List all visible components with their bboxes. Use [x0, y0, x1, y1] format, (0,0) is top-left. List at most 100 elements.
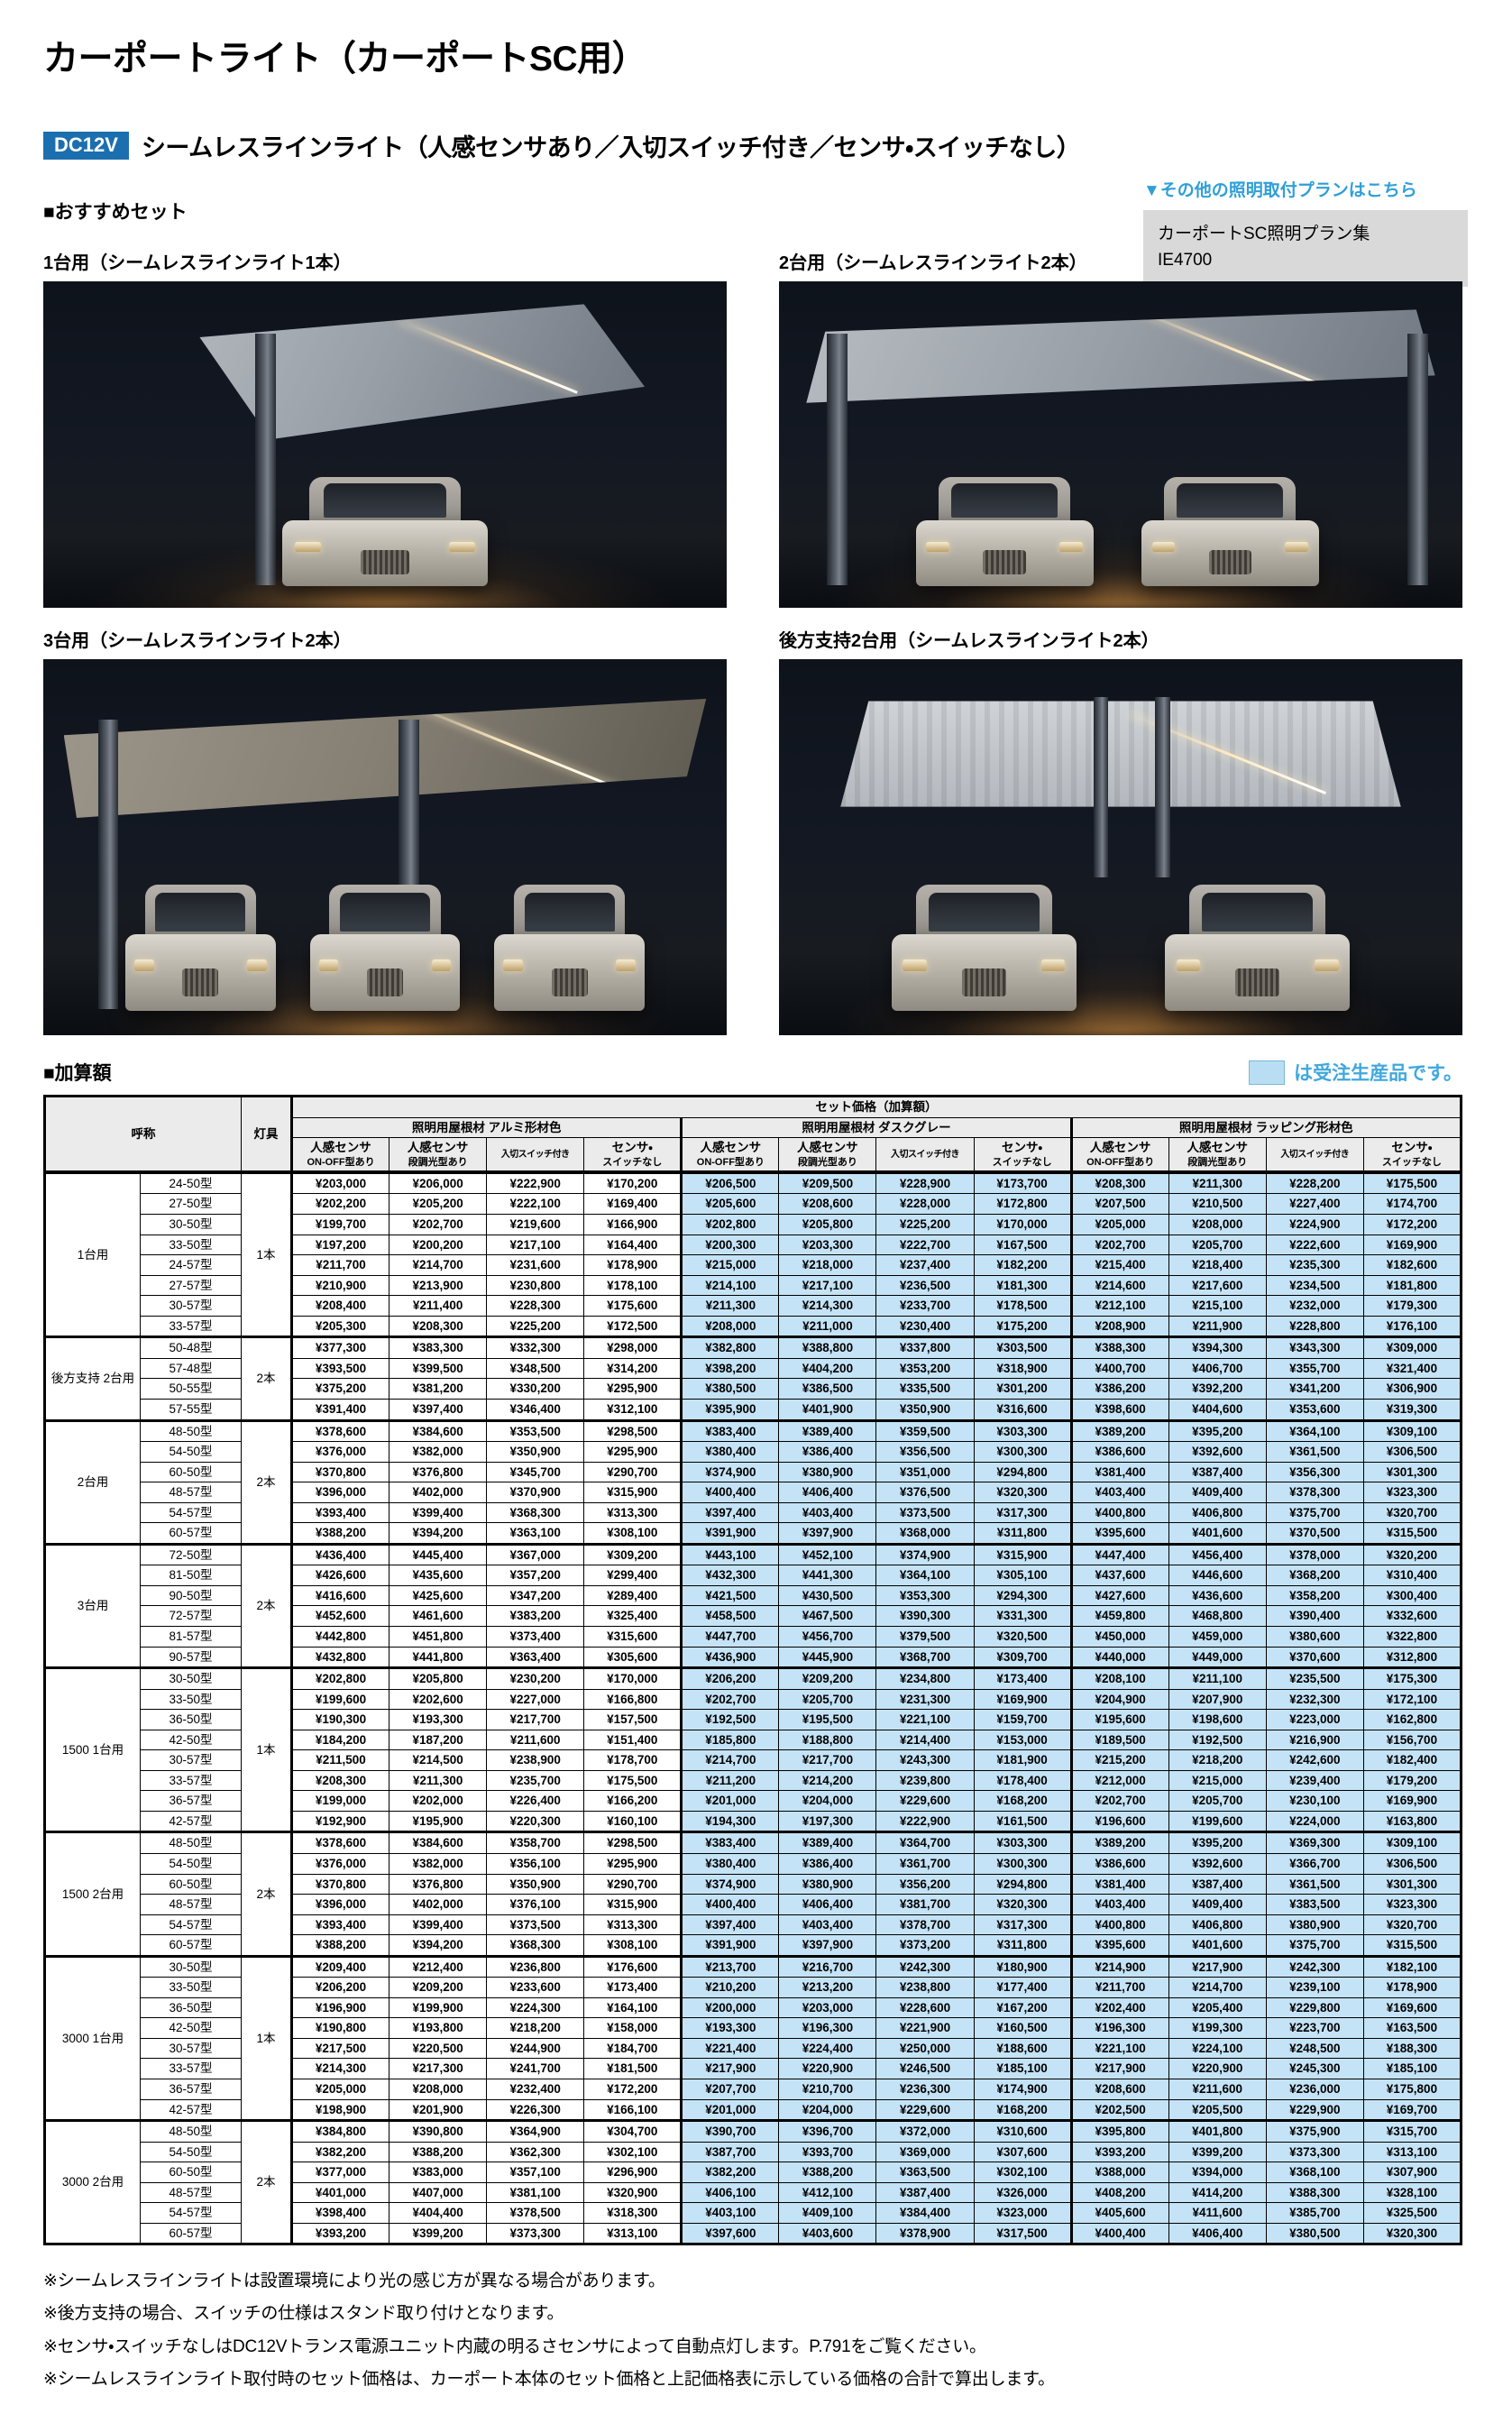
car-grille — [366, 968, 403, 996]
price-cell: ¥458,500 — [680, 1605, 780, 1627]
price-cell: ¥305,100 — [973, 1565, 1072, 1586]
price-cell: ¥416,600 — [289, 1584, 390, 1607]
price-cell: ¥397,600 — [680, 2222, 780, 2245]
price-cell: ¥441,300 — [778, 1565, 877, 1586]
price-cell: ¥376,000 — [289, 1852, 390, 1875]
car-headlight — [448, 542, 476, 553]
price-cell: ¥211,200 — [680, 1769, 780, 1792]
price-cell: ¥300,300 — [973, 1441, 1072, 1463]
price-cell: ¥388,800 — [778, 1336, 877, 1359]
price-cell: ¥426,600 — [289, 1565, 390, 1586]
sub-column-header: 入切スイッチ付き — [1265, 1137, 1364, 1174]
price-cell: ¥214,300 — [289, 2058, 390, 2079]
price-cell: ¥202,200 — [289, 1193, 390, 1216]
price-cell: ¥163,800 — [1362, 1810, 1462, 1833]
photo-caption: 後方支持2台用（シームレスラインライト2本） — [779, 631, 1159, 651]
price-cell: ¥382,800 — [680, 1336, 780, 1359]
price-cell: ¥375,700 — [1265, 1934, 1364, 1957]
price-cell: ¥234,800 — [875, 1666, 975, 1690]
price-cell: ¥204,000 — [778, 2098, 877, 2122]
price-cell: ¥199,900 — [389, 1996, 488, 2019]
price-cell: ¥337,800 — [875, 1336, 975, 1359]
price-cell: ¥372,000 — [875, 2119, 975, 2143]
price-cell: ¥323,000 — [973, 2202, 1072, 2224]
price-cell: ¥390,700 — [680, 2119, 780, 2143]
group-name-label: 2台用 — [44, 1418, 141, 1545]
price-cell: ¥178,100 — [583, 1274, 683, 1297]
carport-post — [1154, 696, 1170, 877]
price-cell: ¥216,900 — [1265, 1729, 1364, 1751]
price-cell: ¥394,000 — [1168, 2162, 1267, 2183]
price-cell: ¥235,700 — [486, 1769, 585, 1792]
price-cell: ¥181,900 — [973, 1749, 1072, 1771]
price-cell: ¥363,400 — [486, 1646, 585, 1669]
other-plans-link[interactable]: ▼その他の照明取付プランはこちら — [1143, 181, 1417, 200]
price-cell: ¥309,200 — [583, 1542, 683, 1566]
roof-led-light — [1129, 309, 1352, 399]
price-cell: ¥317,300 — [973, 1501, 1072, 1524]
price-cell: ¥235,300 — [1265, 1254, 1364, 1276]
price-cell: ¥235,500 — [1265, 1666, 1364, 1690]
price-cell: ¥226,400 — [486, 1790, 585, 1812]
price-cell: ¥375,900 — [1265, 2119, 1364, 2143]
price-cell: ¥205,800 — [778, 1214, 877, 1235]
col-header-set-price: セット価格（加算額） — [290, 1096, 1462, 1118]
price-cell: ¥202,700 — [680, 1688, 780, 1711]
price-cell: ¥400,400 — [1069, 2222, 1169, 2245]
price-cell: ¥389,200 — [1069, 1418, 1169, 1443]
price-cell: ¥168,200 — [973, 2098, 1072, 2122]
price-cell: ¥401,800 — [1168, 2119, 1267, 2143]
price-cell: ¥395,600 — [1069, 1522, 1169, 1545]
product-subtitle: シームレスラインライト（人感センサあり／入切スイッチ付き／センサ・スイッチなし） — [141, 134, 1081, 161]
price-cell: ¥323,300 — [1362, 1482, 1462, 1503]
price-cell: ¥173,700 — [973, 1170, 1072, 1195]
price-cell: ¥196,900 — [289, 1996, 390, 2019]
price-cell: ¥230,400 — [875, 1315, 975, 1338]
price-cell: ¥403,400 — [778, 1501, 877, 1524]
price-cell: ¥211,300 — [680, 1295, 780, 1317]
carport-roof — [840, 701, 1401, 807]
photo-caption: 1台用（シームレスラインライト1本） — [43, 253, 352, 273]
price-cell: ¥222,600 — [1265, 1234, 1364, 1256]
car-headlight — [1040, 959, 1066, 972]
car-windshield — [323, 483, 447, 519]
price-cell: ¥211,300 — [1168, 1170, 1267, 1195]
price-cell: ¥368,000 — [875, 1522, 975, 1545]
price-cell: ¥406,400 — [1168, 2222, 1267, 2245]
price-cell: ¥399,400 — [389, 1914, 488, 1936]
table-row: 42-57型 ¥192,900 ¥195,900 ¥220,300 ¥160,100 ¥1… — [45, 1810, 1462, 1833]
price-cell: ¥167,500 — [973, 1234, 1072, 1256]
price-cell: ¥361,700 — [875, 1852, 975, 1875]
price-cell: ¥197,200 — [289, 1234, 390, 1256]
model-label: 42-57型 — [140, 1810, 242, 1833]
price-cell: ¥459,800 — [1069, 1605, 1169, 1627]
price-cell: ¥353,200 — [875, 1357, 975, 1380]
price-cell: ¥169,900 — [1362, 1790, 1462, 1812]
price-cell: ¥376,000 — [289, 1441, 390, 1463]
price-cell: ¥318,300 — [583, 2202, 683, 2224]
price-cell: ¥380,900 — [778, 1873, 877, 1895]
price-cell: ¥353,500 — [486, 1418, 585, 1443]
price-cell: ¥205,000 — [1069, 1214, 1169, 1235]
price-cell: ¥451,800 — [389, 1625, 488, 1648]
price-cell: ¥373,300 — [1265, 2141, 1364, 2163]
price-cell: ¥178,500 — [973, 1295, 1072, 1317]
price-cell: ¥437,600 — [1069, 1565, 1169, 1586]
price-cell: ¥394,300 — [1168, 1336, 1267, 1359]
price-cell: ¥389,400 — [778, 1831, 877, 1854]
price-cell: ¥220,500 — [389, 2037, 488, 2060]
lamp-count: 2本 — [241, 2119, 292, 2245]
price-cell: ¥210,200 — [680, 1977, 780, 1998]
price-cell: ¥341,200 — [1265, 1378, 1364, 1400]
price-cell: ¥214,600 — [1069, 1274, 1169, 1297]
legend-swatch — [1249, 1060, 1286, 1085]
model-label: 48-50型 — [140, 1418, 242, 1443]
price-cell: ¥374,900 — [680, 1461, 780, 1483]
table-row: 27-57型 ¥210,900 ¥213,900 ¥230,800 ¥178,100 ¥2… — [45, 1274, 1462, 1297]
price-cell: ¥245,300 — [1265, 2058, 1364, 2079]
price-cell: ¥312,800 — [1362, 1646, 1462, 1669]
price-cell: ¥172,800 — [973, 1193, 1072, 1216]
price-cell: ¥229,600 — [875, 1790, 975, 1812]
price-cell: ¥208,000 — [389, 2079, 488, 2100]
price-cell: ¥408,200 — [1069, 2181, 1169, 2204]
